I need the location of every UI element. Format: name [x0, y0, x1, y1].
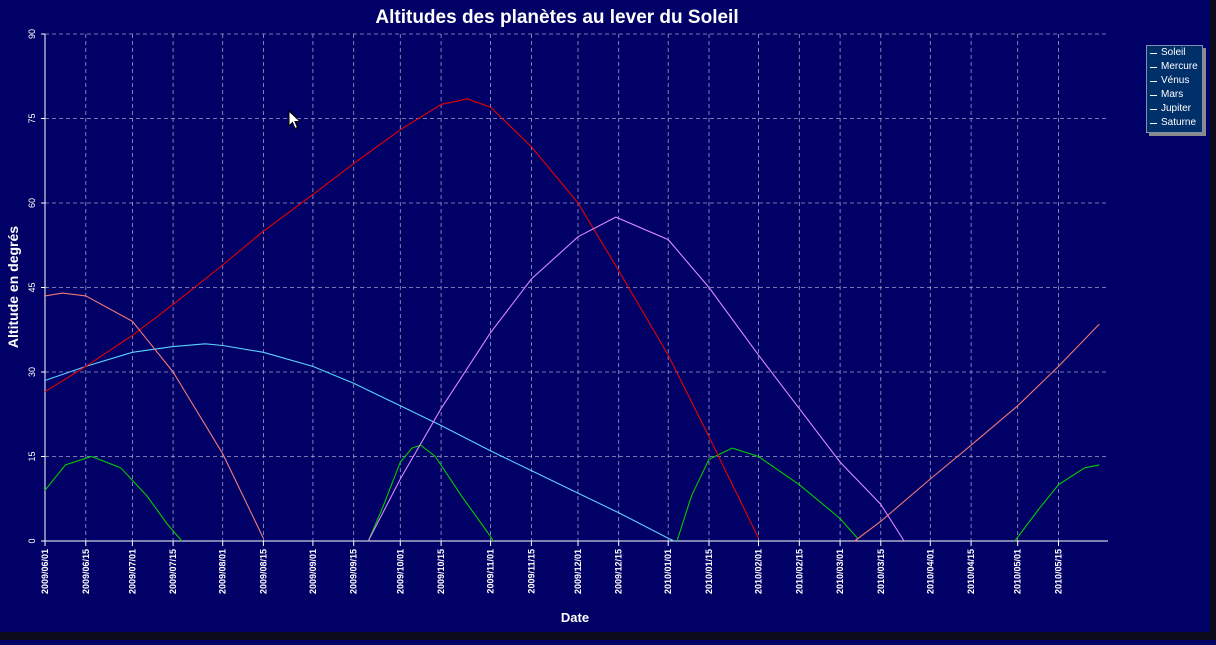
- chart-title: Altitudes des planètes au lever du Solei…: [375, 7, 738, 28]
- x-tick-label: 2009/10/01: [395, 549, 405, 594]
- mouse-pointer-icon: [288, 110, 302, 130]
- x-tick-label: 2009/11/15: [526, 549, 536, 594]
- legend-item: Mercure: [1147, 60, 1202, 74]
- legend-item: Soleil: [1147, 46, 1202, 60]
- x-tick-label: 2010/01/15: [704, 549, 714, 594]
- y-tick-labels: 0 15 30 45 60 75 90: [27, 29, 37, 544]
- x-tick-label: 2009/09/01: [308, 549, 318, 594]
- series-line-mercure: [1014, 464, 1100, 542]
- y-tick-label: 0: [27, 538, 37, 543]
- axes: [41, 33, 1108, 546]
- series-line-mercure: [44, 455, 183, 542]
- x-tick-label: 2010/03/01: [835, 549, 845, 594]
- y-tick-label: 90: [27, 29, 37, 39]
- series-line-vnus: [44, 343, 675, 542]
- series-line-mars: [44, 98, 759, 539]
- x-axis-label: Date: [561, 610, 589, 625]
- x-tick-label: 2009/12/15: [614, 549, 624, 594]
- series-lines: [44, 98, 1100, 542]
- x-tick-label: 2009/09/15: [349, 549, 359, 594]
- x-tick-labels: 2009/06/01 2009/06/15 2009/07/01 2009/07/15…: [40, 549, 1064, 594]
- window-edge-right: [1210, 0, 1216, 640]
- x-tick-label: 2009/12/01: [573, 549, 583, 594]
- legend-label: Jupiter: [1161, 103, 1192, 114]
- window-edge-bottom: [0, 632, 1216, 640]
- y-tick-label: 15: [27, 451, 37, 461]
- x-tick-label: 2009/11/01: [486, 549, 496, 594]
- x-tick-label: 2009/07/15: [168, 549, 178, 594]
- x-tick-label: 2009/08/15: [258, 549, 268, 594]
- y-tick-label: 75: [27, 113, 37, 123]
- legend-swatch: [1150, 81, 1157, 82]
- legend-swatch: [1150, 67, 1157, 68]
- legend-label: Soleil: [1161, 47, 1186, 58]
- legend-swatch: [1150, 53, 1157, 54]
- y-axis-label: Altitude en degrés: [5, 226, 21, 348]
- grid: [44, 33, 1108, 542]
- series-line-jupiter: [44, 292, 264, 539]
- legend-label: Vénus: [1161, 75, 1190, 86]
- x-tick-label: 2009/07/01: [127, 549, 137, 594]
- x-tick-label: 2010/05/15: [1054, 549, 1064, 594]
- legend-label: Saturne: [1161, 117, 1197, 128]
- legend: Soleil Mercure Vénus Mars Jupiter Saturne: [1146, 45, 1203, 133]
- x-tick-label: 2010/05/01: [1013, 549, 1023, 594]
- x-tick-label: 2009/08/01: [218, 549, 228, 594]
- y-tick-label: 30: [27, 367, 37, 377]
- x-tick-label: 2009/06/01: [40, 549, 50, 594]
- legend-item: Mars: [1147, 88, 1202, 102]
- legend-label: Mars: [1161, 89, 1184, 100]
- x-tick-label: 2010/04/15: [966, 549, 976, 594]
- legend-label: Mercure: [1161, 61, 1198, 72]
- x-tick-label: 2009/06/15: [81, 549, 91, 594]
- series-line-saturne: [367, 216, 905, 542]
- legend-swatch: [1150, 95, 1157, 96]
- x-tick-label: 2010/02/15: [794, 549, 804, 594]
- legend-item: Vénus: [1147, 74, 1202, 88]
- y-tick-label: 45: [27, 282, 37, 292]
- series-line-mercure: [676, 447, 858, 542]
- legend-item: Saturne: [1147, 116, 1202, 130]
- series-line-jupiter: [854, 323, 1100, 542]
- x-tick-label: 2010/04/01: [925, 549, 935, 594]
- x-tick-label: 2010/02/01: [754, 549, 764, 594]
- legend-swatch: [1150, 109, 1157, 110]
- x-tick-label: 2010/03/15: [876, 549, 886, 594]
- x-tick-label: 2010/01/01: [663, 549, 673, 594]
- y-tick-label: 60: [27, 198, 37, 208]
- series-line-mercure: [367, 444, 494, 542]
- legend-item: Jupiter: [1147, 102, 1202, 116]
- x-tick-label: 2009/10/15: [436, 549, 446, 594]
- legend-swatch: [1150, 123, 1157, 124]
